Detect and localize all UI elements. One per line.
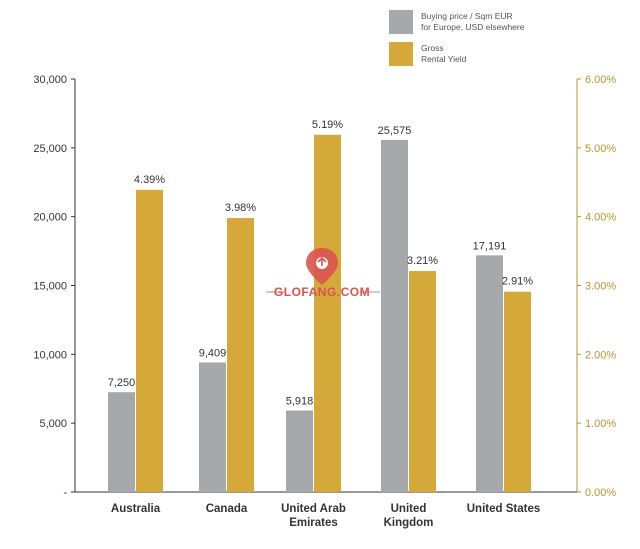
category-label-line: Australia (111, 503, 161, 515)
data-label-price: 17,191 (473, 240, 507, 252)
left-axis-tick-label: - (63, 487, 67, 499)
left-axis-tick-label: 30,000 (33, 74, 67, 86)
legend-label-price: Buying price / Sqm EUR for Europe, USD el… (421, 11, 525, 32)
data-label-yield: 5.19% (312, 119, 343, 131)
data-label-yield: 3.98% (225, 202, 256, 214)
legend: Buying price / Sqm EUR for Europe, USD el… (389, 10, 525, 66)
left-axis-tick-label: 15,000 (33, 281, 67, 293)
bar-price (286, 410, 313, 492)
category-label-line: Kingdom (384, 517, 434, 529)
left-axis-tick-label: 10,000 (33, 349, 67, 361)
watermark: GLOFANG.COM (266, 248, 380, 299)
legend-label-line: Rental Yield (421, 54, 467, 64)
watermark-pin-icon (306, 248, 338, 285)
right-axis-tick-label: 6.00% (585, 74, 616, 86)
right-axis-tick-label: 4.00% (585, 212, 616, 224)
data-label-price: 7,250 (108, 377, 136, 389)
bar-yield (136, 189, 163, 493)
bars (108, 134, 531, 493)
category-label: Canada (206, 503, 248, 515)
bar-price (108, 392, 135, 492)
data-label-price: 5,918 (286, 396, 314, 408)
bar-yield (314, 134, 341, 492)
legend-label-line: Gross (421, 43, 444, 53)
data-label-yield: 4.39% (134, 174, 165, 186)
category-label-line: Canada (206, 503, 248, 515)
data-labels: 7,250 4.39% Australia 9,409 3.98% Canada 5,918… (108, 119, 541, 529)
watermark-text: GLOFANG.COM (274, 285, 370, 299)
category-label: Australia (111, 503, 161, 515)
right-axis-tick-label: 1.00% (585, 418, 616, 430)
category-label-line: United (391, 503, 427, 515)
data-label-price: 25,575 (378, 125, 412, 137)
bar-price (476, 255, 503, 492)
data-label-yield: 2.91% (502, 276, 533, 288)
legend-label-line: Buying price / Sqm EUR (421, 11, 513, 21)
right-axis-tick-label: 2.00% (585, 349, 616, 361)
category-label: United Arab Emirates (281, 503, 346, 529)
legend-swatch-price (389, 10, 413, 34)
data-label-yield: 3.21% (407, 255, 438, 267)
category-label-line: United Arab (281, 503, 346, 515)
right-axis-tick-label: 3.00% (585, 281, 616, 293)
left-axis-tick-label: 5,000 (39, 418, 67, 430)
bar-yield (227, 218, 254, 492)
category-label: United States (467, 503, 541, 515)
legend-label-line: for Europe, USD elsewhere (421, 22, 525, 32)
bar-price (199, 362, 226, 492)
right-axis-tick-label: 0.00% (585, 487, 616, 499)
left-axis-tick-label: 25,000 (33, 143, 67, 155)
bar-yield (409, 271, 436, 492)
data-label-price: 9,409 (199, 347, 227, 359)
category-label-line: United States (467, 503, 541, 515)
bar-price (381, 139, 408, 493)
category-label-line: Emirates (289, 517, 338, 529)
legend-label-yield: Gross Rental Yield (421, 43, 467, 64)
bar-yield (504, 291, 531, 492)
legend-swatch-yield (389, 42, 413, 66)
right-axis-tick-label: 5.00% (585, 143, 616, 155)
left-axis-tick-label: 20,000 (33, 212, 67, 224)
category-label: United Kingdom (384, 503, 434, 529)
